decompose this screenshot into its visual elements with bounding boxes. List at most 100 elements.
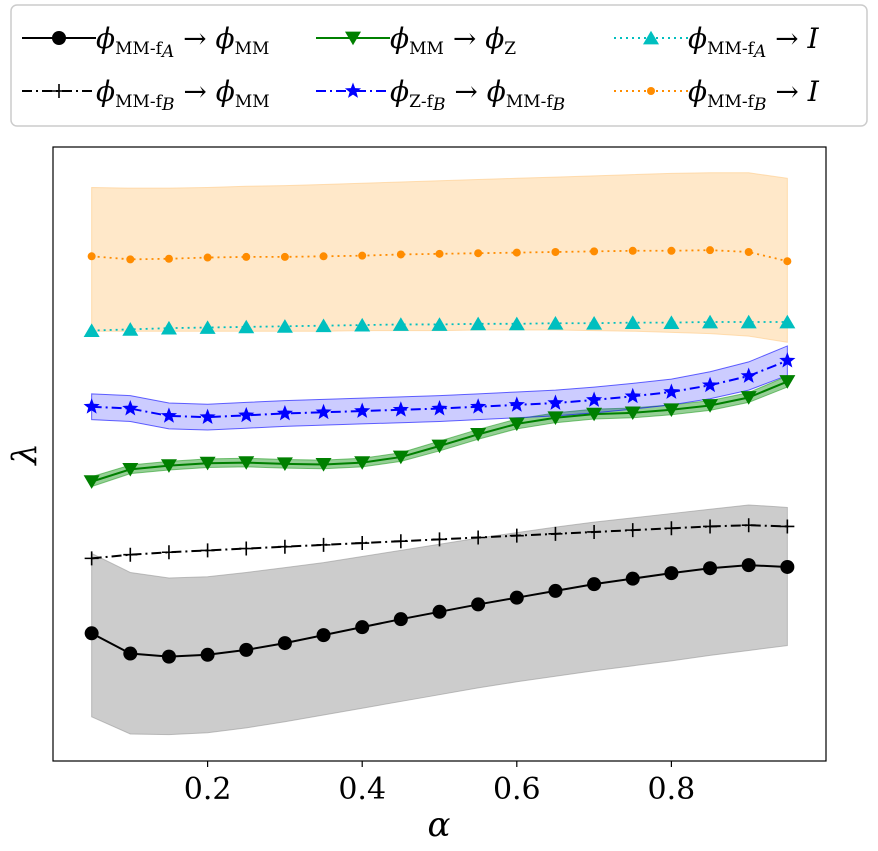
data-point-mm_z <box>470 427 487 442</box>
data-point-mmfb_mm <box>239 541 254 556</box>
data-point-mm_z <box>740 391 757 405</box>
data-point-mm_z <box>392 450 409 465</box>
data-point-zfb_mmfb <box>160 407 178 423</box>
data-point-mmfa_mm <box>200 647 215 662</box>
data-point-mmfb_i <box>474 249 483 258</box>
series-markers-mm_z <box>83 375 796 489</box>
data-point-zfb_mmfb <box>122 400 139 416</box>
series-markers-zfb_mmfb <box>83 352 796 425</box>
data-point-mmfb_i <box>628 246 637 255</box>
legend-entry-mmfa_i: ϕMM-fA → I <box>614 22 820 62</box>
data-point-mmfb_mm <box>123 547 138 562</box>
legend-swatch-marker <box>647 87 655 95</box>
legend-label: ϕMM-fA → I <box>688 22 820 62</box>
data-point-mm_z <box>547 411 564 425</box>
data-point-mmfa_mm <box>432 604 447 619</box>
data-point-zfb_mmfb <box>199 408 216 425</box>
series-markers-mmfa_mm <box>84 558 795 664</box>
data-point-mm_z <box>779 375 796 389</box>
legend-swatch-marker <box>344 82 362 98</box>
plot-frame <box>52 146 827 762</box>
data-point-mmfb_mm <box>277 539 292 554</box>
legend-swatch-marker <box>52 84 66 98</box>
data-point-mm_z <box>663 403 680 417</box>
data-point-zfb_mmfb <box>740 367 757 383</box>
data-point-mmfa_i <box>315 318 332 333</box>
data-point-mmfb_i <box>358 251 367 260</box>
data-point-mmfb_i <box>667 246 676 255</box>
data-point-mmfb_mm <box>393 534 408 549</box>
data-point-mmfa_mm <box>587 577 602 592</box>
legend-entry-zfb_mmfb: ϕZ-fB → ϕMM-fB <box>316 75 565 115</box>
data-point-zfb_mmfb <box>470 398 487 414</box>
data-point-mmfa_mm <box>239 642 254 657</box>
data-point-mmfa_i <box>431 317 448 331</box>
data-point-zfb_mmfb <box>663 383 680 399</box>
data-point-mmfb_i <box>126 255 135 264</box>
legend-swatch-marker <box>345 31 361 46</box>
data-point-mmfa_i <box>354 317 371 332</box>
data-point-mmfb_mm <box>780 519 795 534</box>
data-point-mmfb_i <box>551 247 560 256</box>
data-point-mm_z <box>122 462 139 477</box>
data-point-mmfb_i <box>164 254 173 263</box>
data-point-mmfb_mm <box>316 537 331 552</box>
series-markers-mmfb_mm <box>84 518 795 566</box>
data-point-zfb_mmfb <box>315 403 332 420</box>
data-point-mmfa_mm <box>625 571 640 586</box>
data-point-mmfa_mm <box>355 620 370 635</box>
data-point-mmfb_mm <box>625 523 640 538</box>
data-point-mm_z <box>238 456 255 470</box>
data-point-mmfb_i <box>590 247 599 256</box>
legend: ϕMM-fA → ϕMM ϕMM → ϕZ ϕMM-fA → I ϕMM-fB → ϕ… <box>10 4 868 127</box>
data-point-zfb_mmfb <box>83 398 100 414</box>
data-point-mmfb_i <box>744 247 753 256</box>
data-point-mmfb_mm <box>161 545 176 560</box>
x-axis: 0.2 0.4 0.6 0.8 <box>184 761 695 807</box>
data-point-mmfa_i <box>122 322 139 336</box>
data-point-zfb_mmfb <box>779 352 796 368</box>
legend-label: ϕMM-fA → ϕMM <box>96 22 269 62</box>
band-mmfa_mm <box>91 504 788 736</box>
data-point-mmfa_i <box>547 316 564 330</box>
data-point-mmfa_mm <box>277 636 292 651</box>
data-point-zfb_mmfb <box>238 406 255 423</box>
data-point-mmfb_mm <box>703 519 718 534</box>
series-markers-mmfb_i <box>87 246 792 266</box>
data-point-mmfa_mm <box>123 646 138 661</box>
data-point-mmfa_i <box>392 317 409 331</box>
legend-label: ϕMM → ϕZ <box>390 22 516 59</box>
data-point-mmfa_i <box>702 314 719 329</box>
x-tick-label: 0.6 <box>493 772 541 807</box>
data-point-mmfa_i <box>470 316 487 331</box>
data-point-mm_z <box>508 417 525 432</box>
y-axis-label: λ <box>5 443 45 467</box>
data-point-mmfa_i <box>276 319 293 333</box>
legend-label: ϕMM-fB → ϕMM <box>96 75 270 115</box>
data-point-mmfa_i <box>508 316 525 331</box>
data-point-mmfb_mm <box>587 524 602 539</box>
legend-swatch-marker <box>643 30 659 45</box>
data-point-mmfb_mm <box>200 543 215 558</box>
data-point-zfb_mmfb <box>508 396 525 412</box>
x-tick-label: 0.2 <box>184 772 232 807</box>
data-point-mmfb_i <box>87 252 96 261</box>
data-point-zfb_mmfb <box>586 391 603 407</box>
legend-swatch-marker <box>52 31 66 45</box>
data-point-mmfb_i <box>280 252 289 261</box>
plot-area <box>52 146 827 762</box>
legend-label: ϕMM-fB → I <box>688 75 820 115</box>
data-point-mm_z <box>160 459 177 473</box>
series-markers-mmfa_i <box>83 314 796 337</box>
data-point-mm_z <box>199 456 216 471</box>
data-point-mmfb_mm <box>664 521 679 536</box>
legend-entry-mmfb_mm: ϕMM-fB → ϕMM <box>22 75 270 115</box>
data-point-mm_z <box>354 456 371 470</box>
data-point-mm_z <box>83 475 100 489</box>
data-point-mmfa_i <box>199 320 216 334</box>
data-point-mmfa_i <box>160 320 177 335</box>
data-point-mmfa_mm <box>316 628 331 643</box>
legend-entry-mmfa_mm: ϕMM-fA → ϕMM <box>22 22 269 62</box>
data-point-mmfa_mm <box>393 612 408 627</box>
